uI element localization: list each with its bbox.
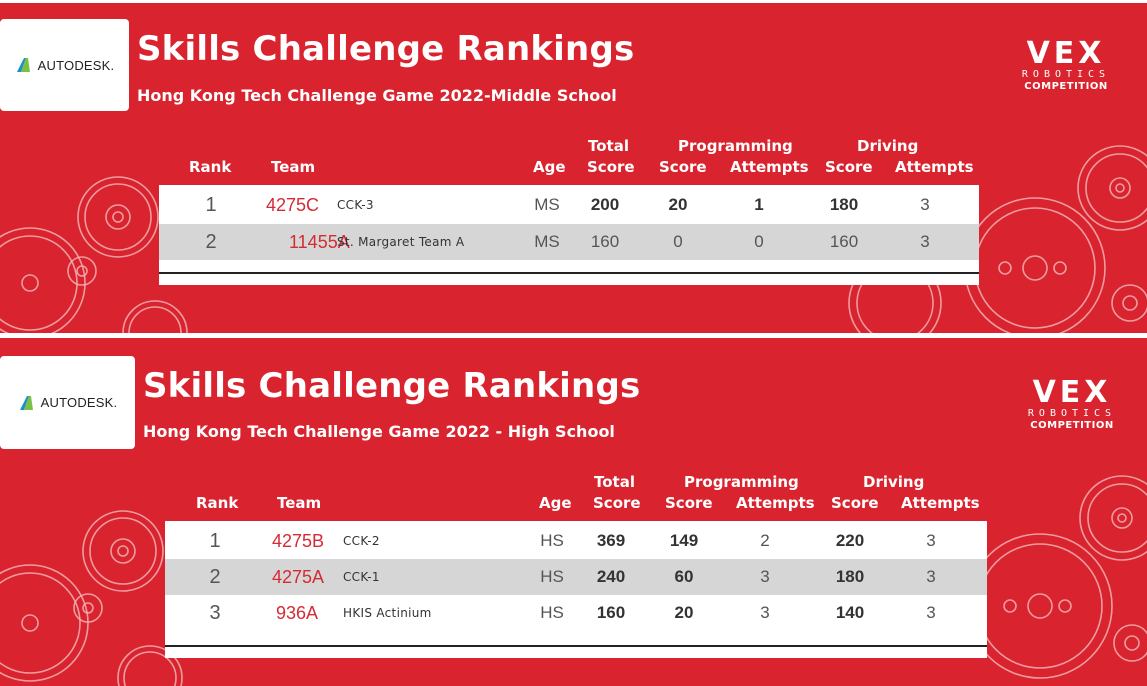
team-number-cell: 936A <box>276 603 319 623</box>
rankings-panel-middle-school: AUTODESK. Skills Challenge Rankings Hong… <box>0 3 1147 333</box>
header-age: Age <box>533 158 566 176</box>
rankings-panel-high-school: AUTODESK. Skills Challenge Rankings Hong… <box>0 338 1147 686</box>
event-subtitle: Hong Kong Tech Challenge Game 2022-Middl… <box>137 86 617 105</box>
programming-attempts-cell: 1 <box>754 195 764 214</box>
vex-logo-competition: COMPETITION <box>1030 420 1114 431</box>
table-row: 1 4275B CCK-2 HS 369 149 2 220 3 <box>165 523 987 559</box>
autodesk-logo-icon <box>16 58 30 72</box>
vex-logo-word: VEX <box>1032 375 1112 410</box>
rank-cell: 2 <box>209 566 221 588</box>
vex-robotics-logo-icon: VEX ROBOTICS COMPETITION <box>1012 378 1132 442</box>
rankings-table: 1 4275C CCK-3 MS 200 20 1 180 3 2 11455A… <box>159 185 979 285</box>
header-programming-score: Score <box>665 494 713 512</box>
age-cell: MS <box>534 195 560 214</box>
driving-score-cell: 180 <box>835 567 865 586</box>
page-title: Skills Challenge Rankings <box>143 366 641 406</box>
autodesk-logo: AUTODESK. <box>0 356 135 449</box>
autodesk-logo-icon <box>19 395 33 410</box>
header-team: Team <box>277 494 322 512</box>
page-title: Skills Challenge Rankings <box>137 29 635 69</box>
team-name-cell: CCK-3 <box>337 198 374 212</box>
vex-logo-robotics: ROBOTICS <box>1027 408 1117 419</box>
total-score-cell: 240 <box>596 567 626 586</box>
table-row: 2 11455A St. Margaret Team A MS 160 0 0 … <box>159 224 979 260</box>
header-total: Total <box>588 137 629 155</box>
total-score-cell: 200 <box>590 195 620 214</box>
table-divider <box>159 272 979 274</box>
driving-score-cell: 160 <box>829 232 859 251</box>
driving-attempts-cell: 3 <box>920 232 930 251</box>
programming-score-cell: 20 <box>668 195 688 214</box>
driving-attempts-cell: 3 <box>926 531 936 550</box>
driving-attempts-cell: 3 <box>926 603 936 622</box>
header-programming-attempts: Attempts <box>730 158 809 176</box>
programming-attempts-cell: 3 <box>760 567 770 586</box>
vex-robotics-logo-icon: VEX ROBOTICS COMPETITION <box>1006 39 1126 103</box>
programming-score-cell: 149 <box>669 531 699 550</box>
rank-cell: 1 <box>205 194 217 216</box>
header-driving-attempts: Attempts <box>895 158 974 176</box>
table-divider <box>165 645 987 647</box>
driving-score-cell: 180 <box>829 195 859 214</box>
rank-cell: 3 <box>209 602 221 624</box>
header-programming-attempts: Attempts <box>736 494 815 512</box>
team-number-cell: 4275B <box>272 531 325 551</box>
programming-score-cell: 0 <box>673 232 683 251</box>
header-rank: Rank <box>189 158 232 176</box>
header-driving: Driving <box>857 137 919 155</box>
rankings-table: 1 4275B CCK-2 HS 369 149 2 220 3 2 4275A… <box>165 521 987 658</box>
age-cell: MS <box>534 232 560 251</box>
header-total-score: Score <box>587 158 635 176</box>
team-number-cell: 11455A <box>289 232 350 252</box>
autodesk-logo-text: AUTODESK. <box>37 57 115 73</box>
team-number-cell: 4275C <box>266 195 320 215</box>
team-name-cell: CCK-2 <box>343 534 380 548</box>
header-age: Age <box>539 494 572 512</box>
header-driving-attempts: Attempts <box>901 494 980 512</box>
table-row: 1 4275C CCK-3 MS 200 20 1 180 3 <box>159 187 979 223</box>
header-programming-score: Score <box>659 158 707 176</box>
driving-score-cell: 140 <box>835 603 865 622</box>
team-name-cell: CCK-1 <box>343 570 380 584</box>
header-programming: Programming <box>678 137 793 155</box>
header-driving-score: Score <box>831 494 879 512</box>
header-driving: Driving <box>863 473 925 491</box>
age-cell: HS <box>540 531 564 550</box>
header-rank: Rank <box>196 494 239 512</box>
total-score-cell: 160 <box>590 232 620 251</box>
header-team: Team <box>271 158 316 176</box>
vex-logo-competition: COMPETITION <box>1024 81 1108 92</box>
driving-attempts-cell: 3 <box>920 195 930 214</box>
autodesk-logo-text: AUTODESK. <box>40 395 118 410</box>
header-driving-score: Score <box>825 158 873 176</box>
programming-score-cell: 20 <box>674 603 694 622</box>
age-cell: HS <box>540 567 564 586</box>
programming-score-cell: 60 <box>674 567 694 586</box>
event-subtitle: Hong Kong Tech Challenge Game 2022 - Hig… <box>143 422 615 441</box>
header-total-score: Score <box>593 494 641 512</box>
header-programming: Programming <box>684 473 799 491</box>
total-score-cell: 369 <box>596 531 626 550</box>
team-number-cell: 4275A <box>272 567 325 587</box>
total-score-cell: 160 <box>596 603 626 622</box>
age-cell: HS <box>540 603 564 622</box>
driving-attempts-cell: 3 <box>926 567 936 586</box>
programming-attempts-cell: 3 <box>760 603 770 622</box>
table-row: 2 4275A CCK-1 HS 240 60 3 180 3 <box>165 559 987 595</box>
programming-attempts-cell: 2 <box>760 531 770 550</box>
driving-score-cell: 220 <box>835 531 865 550</box>
vex-logo-word: VEX <box>1026 36 1106 71</box>
rank-cell: 2 <box>205 231 217 253</box>
header-total: Total <box>594 473 635 491</box>
team-name-cell: St. Margaret Team A <box>337 235 465 249</box>
programming-attempts-cell: 0 <box>754 232 764 251</box>
rank-cell: 1 <box>209 530 221 552</box>
table-row: 3 936A HKIS Actinium HS 160 20 3 140 3 <box>165 595 987 631</box>
vex-logo-robotics: ROBOTICS <box>1021 69 1111 80</box>
team-name-cell: HKIS Actinium <box>343 606 432 620</box>
autodesk-logo: AUTODESK. <box>0 19 129 111</box>
